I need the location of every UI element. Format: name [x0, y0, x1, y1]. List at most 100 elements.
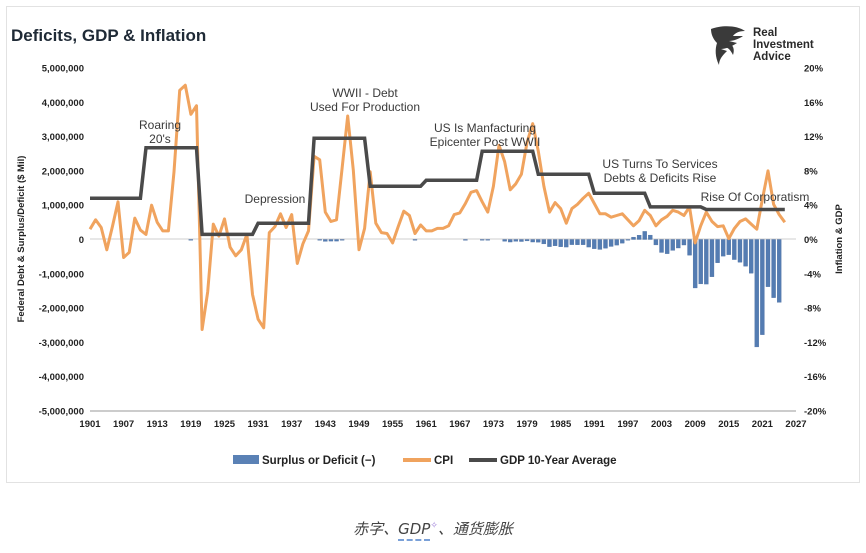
x-tick-1961: 1961 — [416, 419, 438, 430]
right-y-tick: 12% — [804, 132, 824, 143]
deficit-bar-1994 — [608, 239, 614, 247]
left-y-tick: 2,000,000 — [42, 166, 84, 177]
x-tick-2021: 2021 — [752, 419, 774, 430]
x-tick-1943: 1943 — [315, 419, 336, 430]
x-tick-1901: 1901 — [79, 419, 101, 430]
annotation-depression: Depression — [245, 192, 306, 206]
deficit-bar-1989 — [580, 239, 586, 245]
deficit-bar-2017 — [737, 239, 743, 263]
series-lines — [88, 83, 787, 331]
annotation-roaring-20s: Roaring — [139, 118, 181, 132]
annotation-rise-of-corporatism: Rise Of Corporatism — [701, 190, 810, 204]
left-y-tick: 1,000,000 — [42, 201, 84, 212]
x-tick-2027: 2027 — [785, 419, 806, 430]
right-y-tick: 0% — [804, 235, 818, 246]
deficit-bar-1975 — [502, 239, 507, 242]
annotation-us-services: US Turns To Services — [602, 157, 717, 171]
deficit-bar-2007 — [681, 239, 687, 246]
deficit-bar-1959 — [412, 239, 418, 241]
deficit-bar-1971 — [480, 239, 485, 241]
annotation-us-services: Debts & Deficits Rise — [604, 171, 717, 185]
annotation-roaring-20s: 20's — [149, 132, 171, 146]
x-tick-1973: 1973 — [483, 419, 504, 430]
cpi-line — [88, 83, 787, 331]
x-tick-1907: 1907 — [113, 419, 134, 430]
x-tick-1931: 1931 — [248, 419, 270, 430]
left-y-tick: -1,000,000 — [39, 269, 84, 280]
deficit-bar-1978 — [519, 239, 524, 242]
annotation-wwii-debt: Used For Production — [310, 100, 420, 114]
left-y-tick: -5,000,000 — [39, 407, 84, 418]
right-y-tick: -20% — [804, 407, 827, 418]
right-y-tick: -4% — [804, 269, 821, 280]
brand-logo: Real Investment Advice — [711, 26, 814, 65]
brand-line-1: Real — [753, 27, 777, 39]
deficit-bar-2000 — [642, 231, 647, 240]
deficit-bar-1990 — [586, 239, 591, 248]
left-y-tick: 3,000,000 — [42, 132, 84, 143]
right-y-tick: -8% — [804, 304, 821, 315]
deficit-bar-1986 — [564, 239, 569, 248]
right-y-tick: 20% — [804, 64, 824, 75]
deficit-bar-1982 — [541, 239, 547, 245]
deficit-bar-1993 — [603, 239, 608, 249]
left-y-tick: 0 — [79, 235, 84, 246]
annotation-wwii-debt: WWII - Debt — [332, 86, 398, 100]
deficit-bar-1995 — [614, 239, 619, 246]
x-tick-1967: 1967 — [449, 419, 470, 430]
deficit-bar-1946 — [339, 239, 345, 241]
deficit-bars — [188, 231, 782, 348]
deficit-bar-2004 — [664, 239, 670, 254]
x-tick-2015: 2015 — [718, 419, 740, 430]
deficit-bar-1984 — [552, 239, 558, 246]
legend-gdp-label: GDP 10-Year Average — [500, 455, 617, 467]
right-y-tick: 8% — [804, 166, 818, 177]
deficit-bar-2012 — [709, 239, 715, 277]
deficit-bar-1977 — [513, 239, 519, 242]
deficit-bar-2018 — [743, 239, 748, 267]
left-y-tick: -3,000,000 — [39, 338, 84, 349]
legend-deficit-label: Surplus or Deficit (−) — [262, 455, 376, 467]
x-tick-1997: 1997 — [617, 419, 638, 430]
deficit-bar-1985 — [558, 239, 563, 247]
deficit-bar-1968 — [463, 239, 468, 241]
deficit-bar-2020 — [754, 239, 759, 348]
caption-gdp-link[interactable]: GDP — [398, 520, 431, 541]
right-y-tick: 16% — [804, 98, 824, 109]
x-tick-1979: 1979 — [516, 419, 537, 430]
eagle-logo-icon — [711, 26, 745, 65]
deficit-bar-1919 — [188, 239, 194, 241]
chart-title: Deficits, GDP & Inflation — [11, 26, 206, 45]
deficit-bar-2019 — [749, 239, 754, 274]
left-y-axis-label: Federal Debt & Surplus/Deficit ($ Mil) — [16, 156, 27, 323]
deficit-bar-2013 — [715, 239, 720, 263]
deficit-bar-1981 — [536, 239, 541, 243]
right-y-axis-label: Inflation & GDP — [834, 204, 845, 274]
legend-cpi-label: CPI — [434, 455, 453, 467]
annotation-us-manufacturing: US Is Manfacturing — [434, 121, 536, 135]
deficit-bar-1998 — [631, 236, 636, 240]
deficit-bar-1972 — [485, 239, 490, 241]
deficit-bar-2008 — [687, 239, 692, 256]
x-tick-labels: 1901 1907 1913 1919 1925 1931 1937 1943 1949 1955… — [79, 419, 806, 430]
deficit-bar-1983 — [547, 239, 552, 247]
chart-card: Deficits, GDP & Inflation Real Investmen… — [6, 6, 860, 483]
left-y-tick: 4,000,000 — [42, 98, 84, 109]
right-y-tick: -16% — [804, 372, 827, 383]
x-tick-2003: 2003 — [651, 419, 672, 430]
deficit-bar-1988 — [575, 239, 580, 245]
deficit-bar-1996 — [620, 239, 625, 244]
deficit-bar-2014 — [720, 239, 726, 257]
deficit-bar-2021 — [760, 239, 765, 335]
left-y-tick: -4,000,000 — [39, 372, 84, 383]
deficit-bar-1942 — [317, 239, 322, 241]
legend-deficit-swatch — [233, 455, 259, 464]
deficit-bar-1980 — [530, 239, 535, 243]
x-tick-1919: 1919 — [180, 419, 201, 430]
x-tick-1913: 1913 — [147, 419, 168, 430]
right-y-tick: 4% — [804, 201, 818, 212]
x-tick-1985: 1985 — [550, 419, 572, 430]
right-y-tick-labels: 20% 16% 12% 8% 4% 0% -4% -8% -12% -16% -20% — [804, 64, 827, 418]
sparkle-icon: ✧ — [430, 521, 438, 531]
x-tick-1937: 1937 — [281, 419, 302, 430]
